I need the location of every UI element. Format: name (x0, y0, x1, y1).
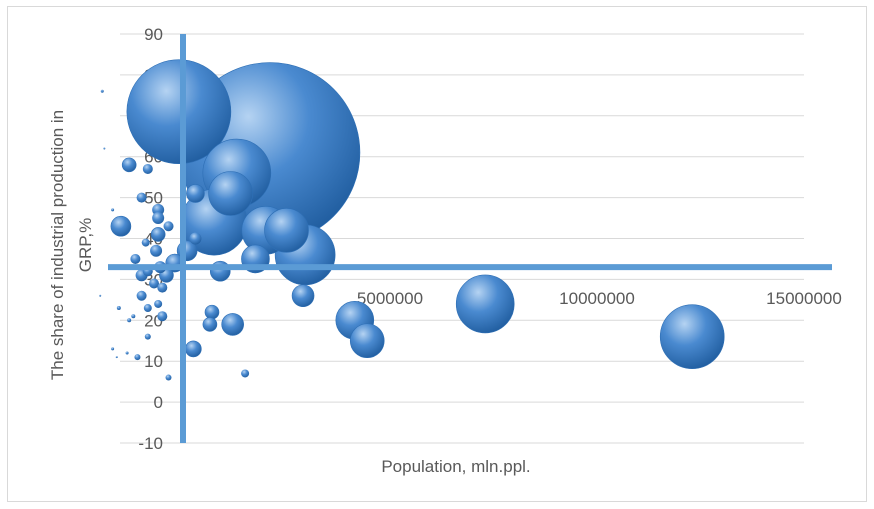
data-bubble (349, 323, 385, 359)
x-tick-label: 10000000 (559, 289, 635, 308)
data-bubble (100, 89, 104, 93)
data-bubble (125, 351, 129, 355)
data-bubble (186, 184, 205, 203)
data-bubble (99, 294, 102, 297)
data-bubble (127, 318, 132, 323)
data-bubble (121, 157, 137, 173)
data-bubble (150, 227, 166, 242)
data-bubble (154, 299, 163, 308)
x-tick-label: 15000000 (766, 289, 842, 308)
x-axis-title: Population, mln.ppl. (381, 457, 530, 476)
data-bubble (150, 244, 163, 257)
y-tick-label: 0 (154, 393, 163, 412)
y-tick-label: 10 (144, 352, 163, 371)
crosshair-lines (108, 34, 832, 443)
y-tick-label: -10 (138, 434, 163, 453)
data-bubble (111, 347, 115, 351)
data-bubble (136, 192, 147, 203)
data-bubble (130, 253, 141, 264)
data-bubble (144, 333, 151, 340)
data-bubble (141, 238, 150, 247)
data-bubble (165, 374, 172, 381)
data-bubble (208, 171, 253, 216)
data-bubble (221, 313, 244, 336)
data-bubble (110, 215, 132, 237)
y-axis-title-line-2: GRP,% (76, 218, 95, 273)
data-bubble (659, 304, 725, 369)
data-bubble (204, 304, 220, 320)
data-bubble (455, 274, 515, 334)
bubbles (99, 59, 725, 381)
data-bubble (143, 304, 152, 313)
data-bubble (149, 278, 160, 289)
data-bubble (126, 59, 232, 165)
data-bubble (142, 163, 153, 174)
data-bubble (115, 356, 118, 359)
data-bubble (103, 147, 106, 150)
data-bubble (157, 311, 168, 322)
data-bubble (111, 208, 115, 212)
data-bubble (202, 317, 218, 332)
data-bubble (189, 232, 202, 245)
data-bubble (152, 212, 165, 225)
data-bubble (136, 290, 147, 301)
data-bubble (134, 354, 141, 361)
data-bubble (163, 221, 174, 232)
x-tick-label: 5000000 (357, 289, 423, 308)
data-bubble (185, 340, 202, 358)
data-bubble (264, 208, 309, 253)
data-bubble (116, 306, 121, 311)
y-tick-label: 90 (144, 25, 163, 44)
data-bubble (291, 284, 315, 308)
data-bubble (241, 369, 250, 378)
y-axis-title-line-1: The share of industrial production in (48, 110, 67, 380)
y-tick-label: 50 (144, 189, 163, 208)
data-bubble (131, 314, 136, 319)
data-bubble (157, 282, 168, 293)
